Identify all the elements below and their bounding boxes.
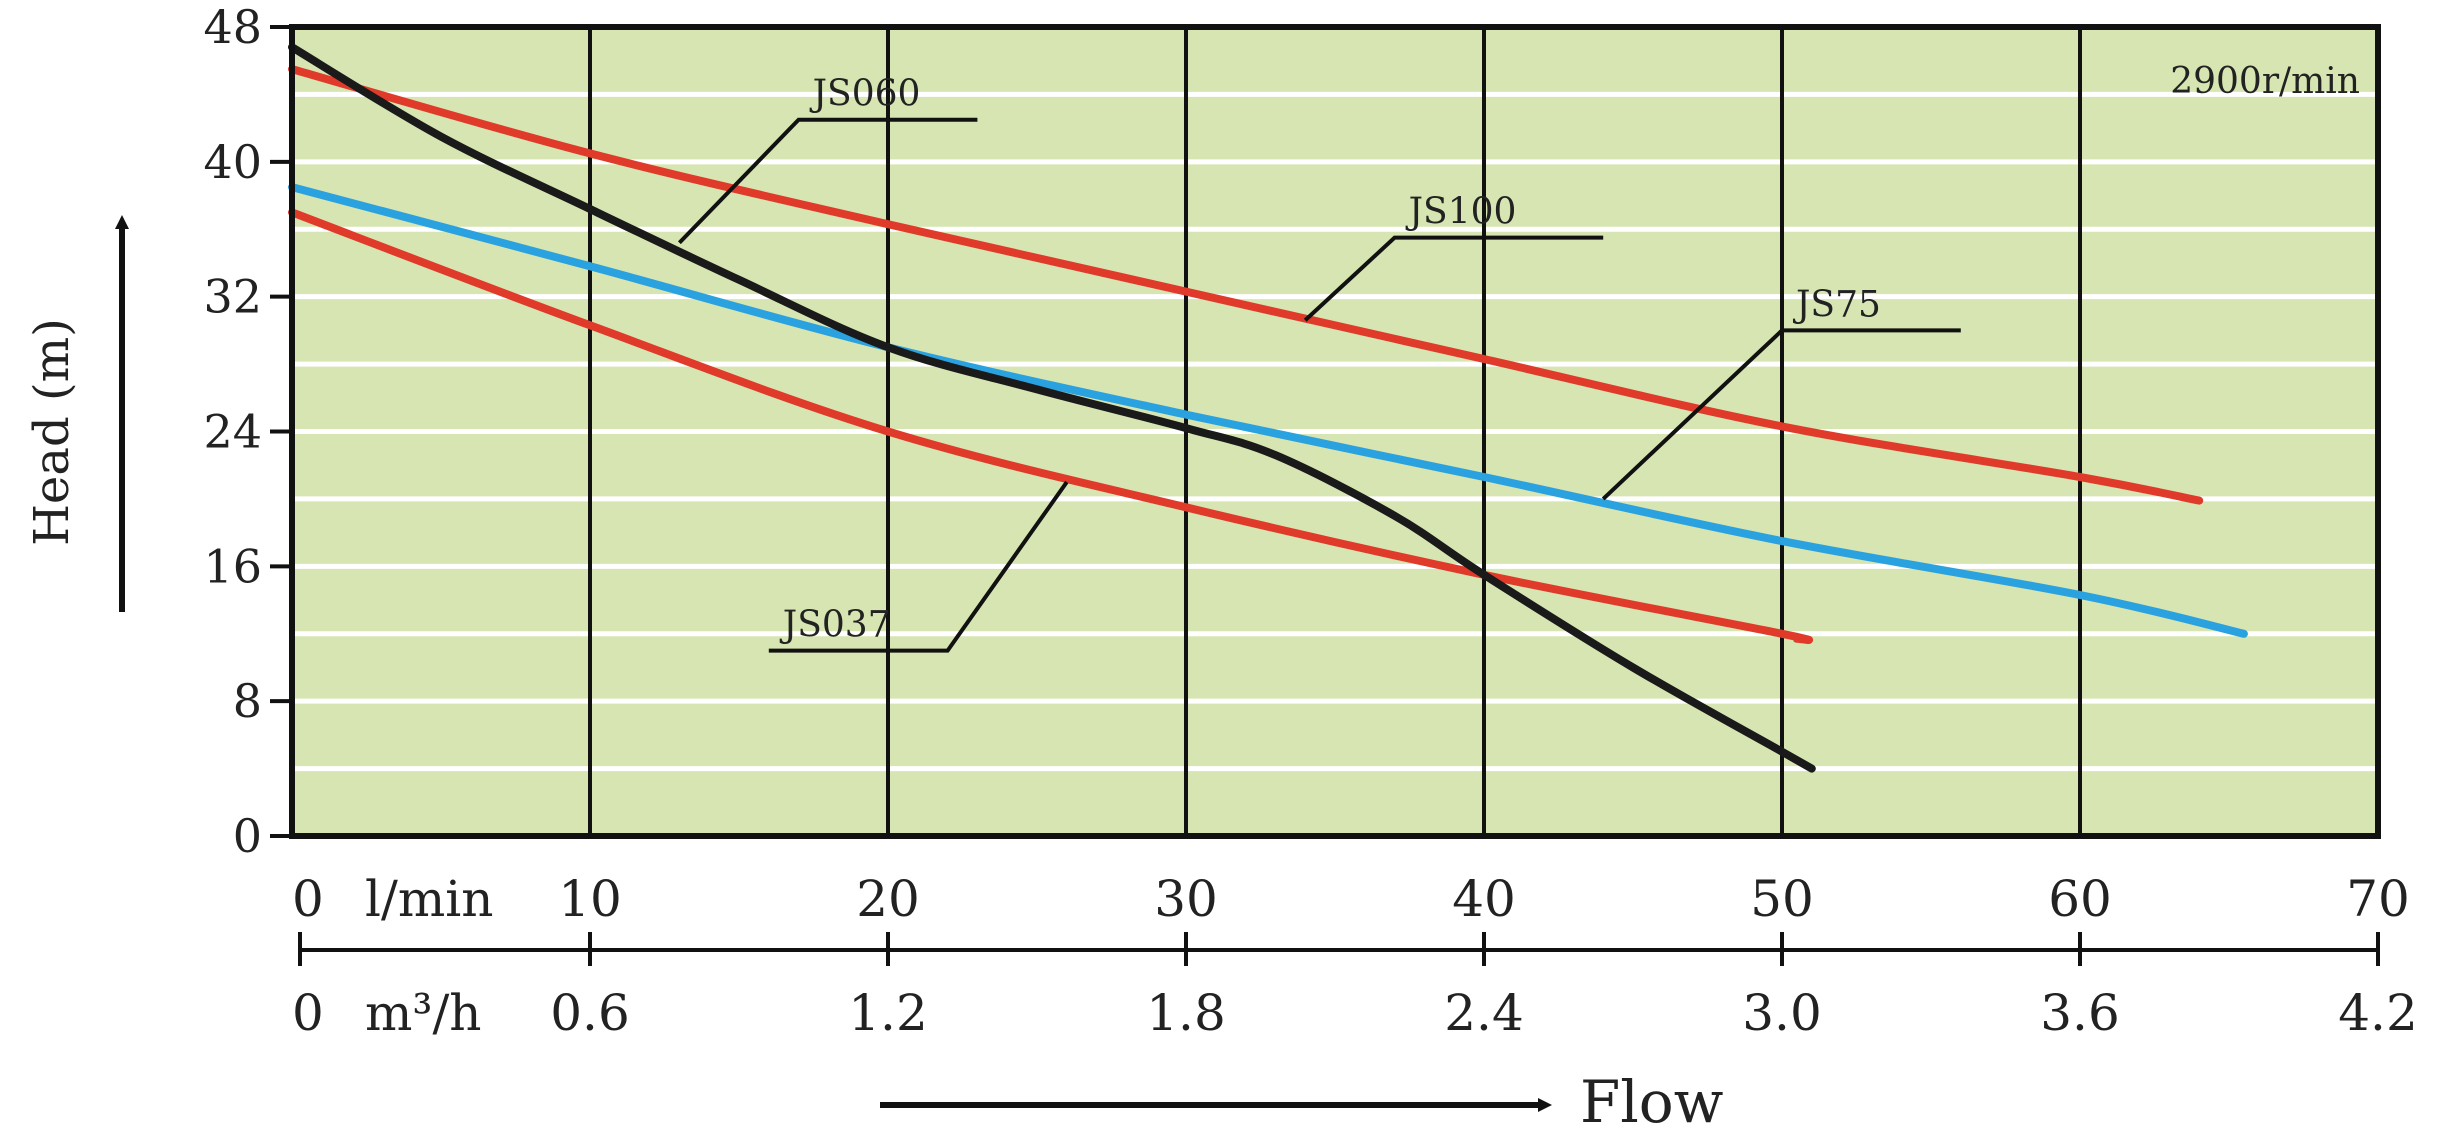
x-tick-label-m3h: 0 — [292, 984, 324, 1042]
series-line-js037 — [288, 208, 1814, 644]
x-tick-label-lmin: 0 — [292, 870, 324, 928]
x-unit-lmin: l/min — [365, 870, 493, 928]
series-line-js75 — [288, 183, 2248, 638]
y-tick-label: 0 — [233, 809, 262, 863]
x-unit-m3h: m³/h — [365, 984, 482, 1042]
x-tick-label-m3h: 1.2 — [848, 984, 928, 1042]
y-axis-title: Head (m) — [24, 318, 80, 546]
speed-label: 2900r/min — [2170, 61, 2360, 102]
y-tick-label: 48 — [203, 0, 262, 54]
x-axis-title: Flow — [1580, 1068, 1723, 1136]
x-tick-label-lmin: 30 — [1154, 870, 1218, 928]
series-line-js100 — [288, 65, 2204, 505]
x-tick-label-lmin: 40 — [1452, 870, 1516, 928]
x-tick-label-m3h: 1.8 — [1146, 984, 1226, 1042]
x-tick-label-lmin: 10 — [558, 870, 622, 928]
annotation-label-js037: JS037 — [779, 605, 891, 646]
y-tick-label: 32 — [203, 270, 262, 324]
annotation-leader-js060 — [677, 117, 978, 245]
x-tick-label-m3h: 2.4 — [1444, 984, 1524, 1042]
y-tick-label: 8 — [233, 674, 262, 728]
x-tick-label-lmin: 60 — [2048, 870, 2112, 928]
x-tick-label-m3h: 4.2 — [2338, 984, 2418, 1042]
annotation-label-js75: JS75 — [1792, 284, 1881, 325]
y-tick-label: 40 — [203, 135, 262, 189]
x-tick-label-lmin: 50 — [1750, 870, 1814, 928]
annotation-label-js060: JS060 — [809, 74, 921, 115]
x-tick-label-m3h: 3.6 — [2040, 984, 2120, 1042]
annotation-leader-js100 — [1303, 235, 1604, 322]
annotation-leader-js037 — [768, 480, 1069, 653]
x-tick-label-m3h: 3.0 — [1742, 984, 1822, 1042]
annotation-label-js100: JS100 — [1405, 192, 1517, 233]
y-tick-label: 24 — [203, 405, 262, 459]
x-tick-label-m3h: 0.6 — [550, 984, 630, 1042]
x-tick-label-lmin: 70 — [2346, 870, 2410, 928]
y-tick-label: 16 — [203, 539, 262, 593]
series-line-js060 — [288, 43, 1816, 773]
annotation-leader-js75 — [1601, 328, 1961, 501]
x-tick-label-lmin: 20 — [856, 870, 920, 928]
